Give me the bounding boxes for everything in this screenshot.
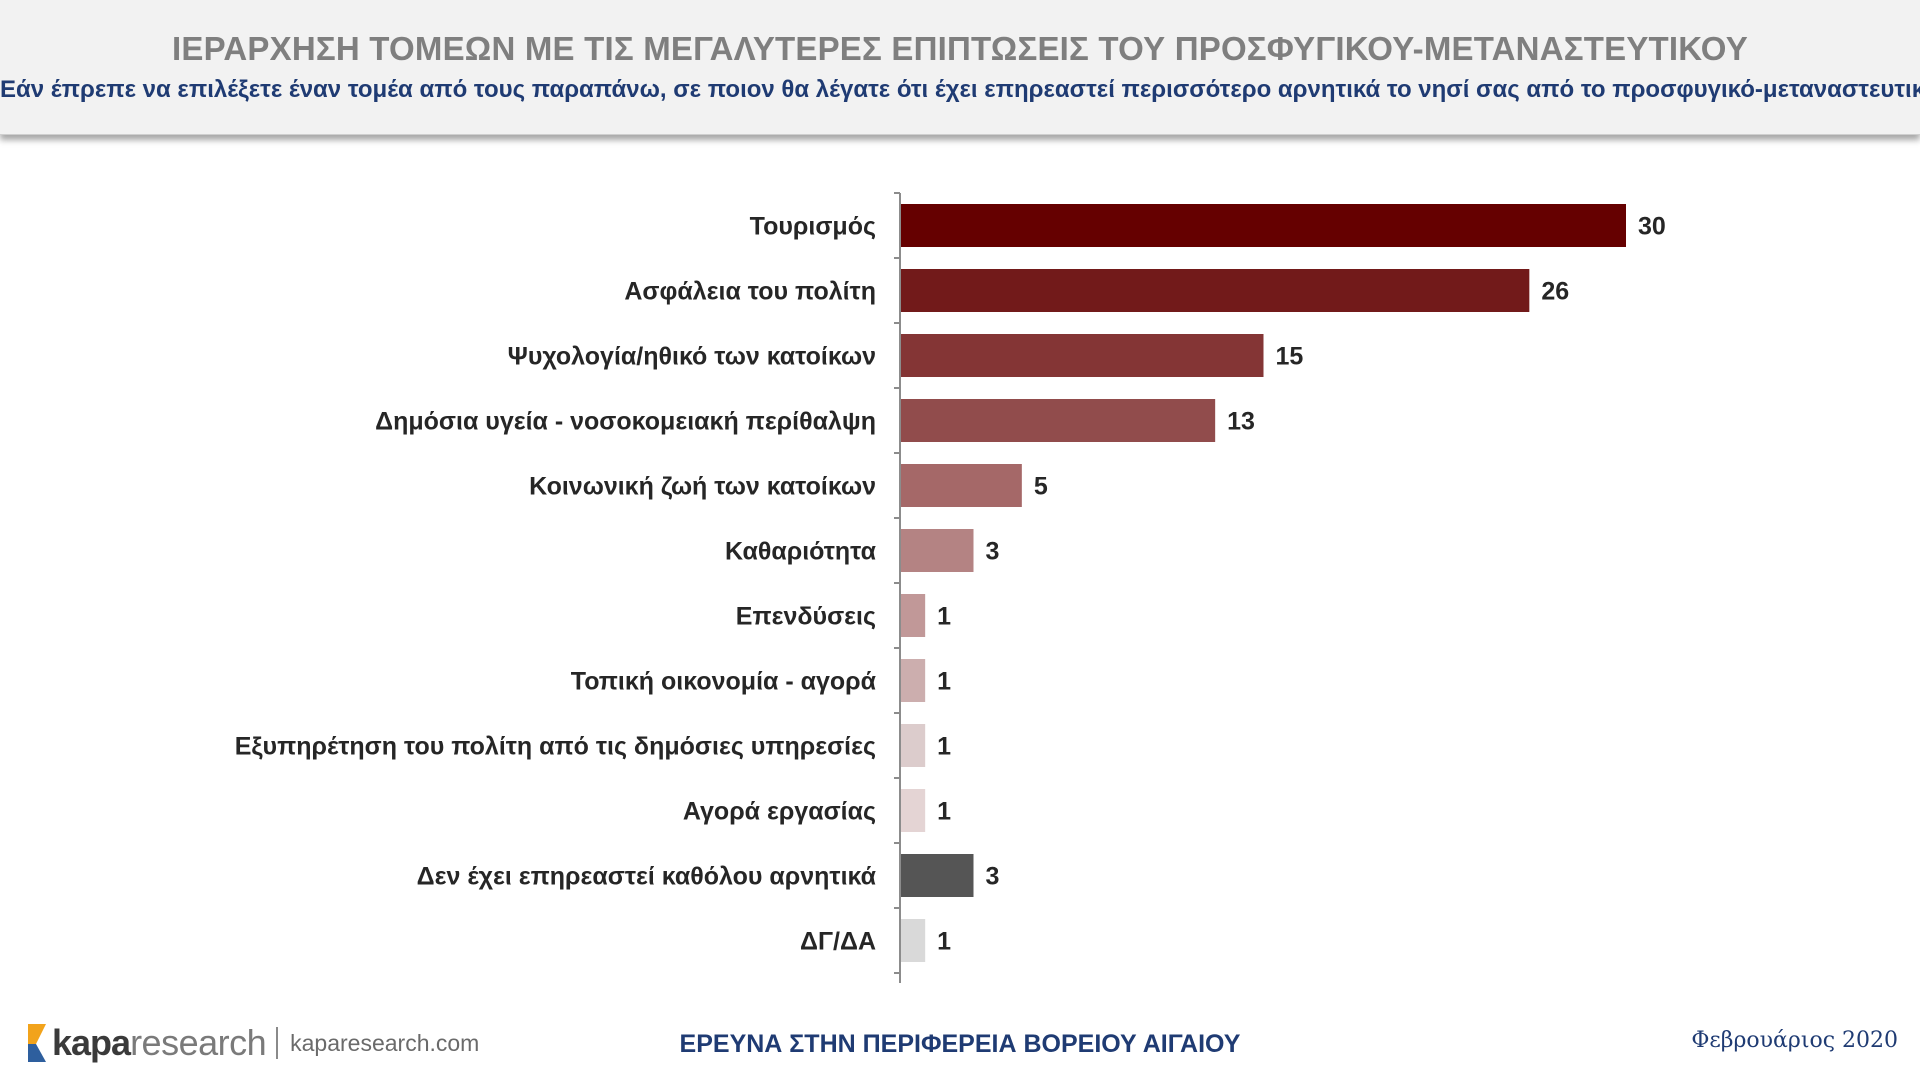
kapa-logo-icon	[28, 1024, 46, 1062]
value-label: 1	[937, 603, 951, 631]
category-label: Ασφάλεια του πολίτη	[624, 278, 876, 306]
bar	[901, 529, 974, 572]
value-label: 1	[937, 798, 951, 826]
bar	[901, 269, 1530, 312]
logo-research-text: research	[130, 1022, 267, 1063]
logo-divider	[276, 1027, 279, 1059]
value-label: 3	[986, 538, 1000, 566]
value-label: 1	[937, 668, 951, 696]
category-label: Δημόσια υγεία - νοσοκομειακή περίθαλψη	[375, 408, 876, 436]
page-subtitle: Εάν έπρεπε να επιλέξετε έναν τομέα από τ…	[0, 76, 1920, 103]
category-label: Κοινωνική ζωή των κατοίκων	[529, 473, 876, 501]
footer-survey-title: ΕΡΕΥΝΑ ΣΤΗΝ ΠΕΡΙΦΕΡΕΙΑ ΒΟΡΕΙΟΥ ΑΙΓΑΙΟΥ	[679, 1030, 1241, 1058]
value-label: 5	[1034, 473, 1048, 501]
category-label: ΔΓ/ΔΑ	[800, 928, 876, 956]
category-label: Αγορά εργασίας	[683, 798, 876, 826]
value-label: 15	[1276, 343, 1304, 371]
bar	[901, 464, 1022, 507]
bar	[901, 789, 926, 832]
value-label: 3	[986, 863, 1000, 891]
value-label: 1	[937, 733, 951, 761]
bar	[901, 399, 1216, 442]
category-label: Επενδύσεις	[736, 603, 876, 631]
category-label: Δεν έχει επηρεαστεί καθόλου αρνητικά	[417, 863, 877, 891]
kapa-research-logo: kapa research kaparesearch.com	[24, 1018, 479, 1068]
category-label: Τοπική οικονομία - αγορά	[571, 668, 877, 696]
logo-kapa-text: kapa	[52, 1022, 131, 1063]
category-label: Τουρισμός	[750, 213, 876, 241]
page-title: ΙΕΡΑΡΧΗΣΗ ΤΟΜΕΩΝ ΜΕ ΤΙΣ ΜΕΓΑΛΥΤΕΡΕΣ ΕΠΙΠ…	[172, 30, 1748, 67]
bar	[901, 854, 974, 897]
bar	[901, 334, 1264, 377]
value-label: 26	[1541, 278, 1569, 306]
category-label: Καθαριότητα	[725, 538, 877, 566]
category-label: Εξυπηρέτηση του πολίτη από τις δημόσιες …	[235, 733, 876, 761]
value-label: 1	[937, 928, 951, 956]
bar	[901, 204, 1626, 247]
bar	[901, 594, 926, 637]
value-label: 13	[1227, 408, 1255, 436]
footer-date: Φεβρουάριος 2020	[1691, 1028, 1898, 1053]
header-banner: ΙΕΡΑΡΧΗΣΗ ΤΟΜΕΩΝ ΜΕ ΤΙΣ ΜΕΓΑΛΥΤΕΡΕΣ ΕΠΙΠ…	[0, 0, 1920, 135]
footer-url: kaparesearch.com	[290, 1029, 480, 1056]
bar-chart: Τουρισμός 30 Ασφάλεια του πολίτη 26 Ψυχολογί…	[235, 192, 1666, 983]
bar	[901, 659, 926, 702]
bar	[901, 724, 926, 767]
value-label: 30	[1638, 213, 1666, 241]
bar	[901, 919, 926, 962]
category-label: Ψυχολογία/ηθικό των κατοίκων	[508, 343, 876, 371]
